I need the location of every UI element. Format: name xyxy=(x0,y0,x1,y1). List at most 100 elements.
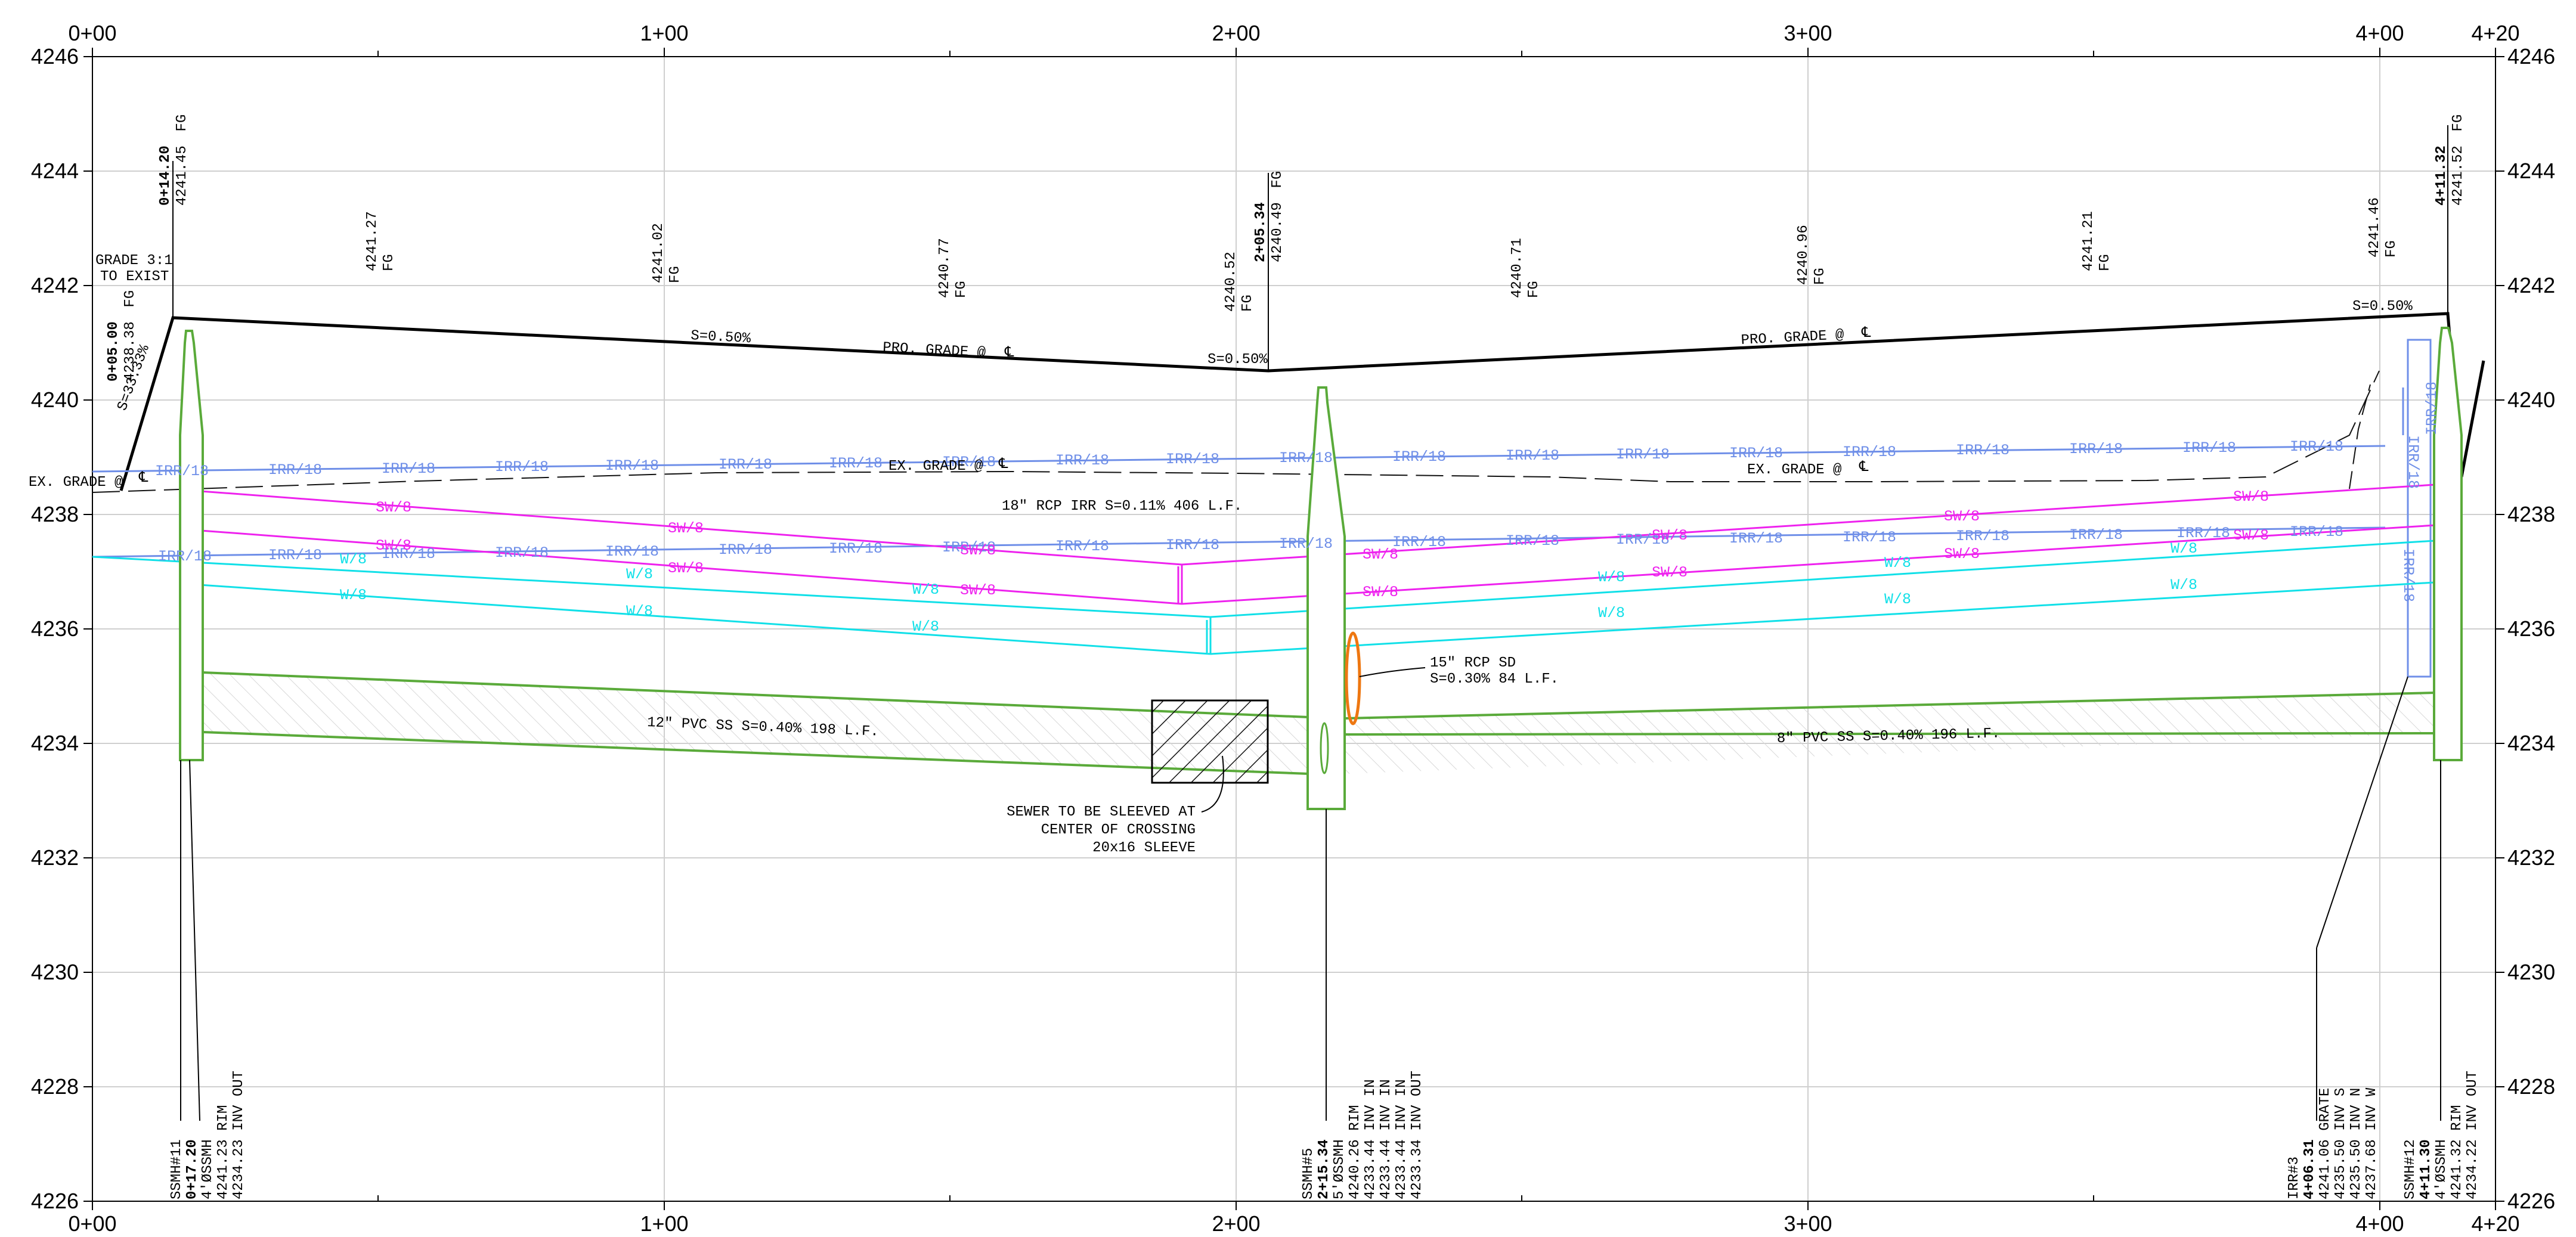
elevation-label: 4230 xyxy=(2507,960,2555,984)
irr-label: IRR/18 xyxy=(2399,548,2417,602)
irr-label: IRR/18 xyxy=(1392,534,1446,551)
w-lines xyxy=(92,539,2445,655)
irr-label: IRR/18 xyxy=(2069,526,2123,544)
irr-label: IRR/18 xyxy=(495,544,549,562)
elevation-label: 4242 xyxy=(2507,273,2555,297)
sw-label: SW/8 xyxy=(960,582,996,599)
elevation-label: 4234 xyxy=(2507,731,2555,755)
irr-label: IRR/18 xyxy=(2176,525,2230,542)
rcp-15-note: 15" RCP SD xyxy=(1430,655,1516,671)
elevation-label: 4246 xyxy=(31,44,79,69)
irr-label: IRR/18 xyxy=(2290,523,2343,541)
proposed-grade-line xyxy=(119,312,2485,491)
station-label: 3+00 xyxy=(1784,1211,1832,1236)
elevation-label: 4226 xyxy=(31,1189,79,1213)
irr-label: IRR/18 xyxy=(1055,538,1109,555)
sw-label: SW/8 xyxy=(2233,488,2269,506)
sleeve-note: 20x16 SLEEVE xyxy=(1092,840,1196,856)
sw-label: SW/8 xyxy=(668,520,704,537)
w-label: W/8 xyxy=(1598,604,1625,622)
grid xyxy=(92,56,2496,1202)
slope-note: S=0.50% xyxy=(2352,299,2413,315)
irr-label: IRR/18 xyxy=(158,548,212,565)
elevation-label: 4236 xyxy=(2507,616,2555,641)
ex-grade-note: EX. GRADE @ xyxy=(888,458,983,475)
slope-note: S=0.50% xyxy=(691,328,752,347)
irr-label: IRR/18 xyxy=(942,454,996,471)
irr-label: IRR/18 xyxy=(1729,445,1783,462)
irr-label: IRR/18 xyxy=(942,539,996,556)
sleeve-note: CENTER OF CROSSING xyxy=(1041,822,1196,838)
ssmh12-label: SSMH#12 4+11.30 4'ØSSMH 4241.32 RIM 4234… xyxy=(2402,1071,2481,1199)
sw-label: SW/8 xyxy=(376,499,411,516)
elevation-label: 4228 xyxy=(31,1074,79,1099)
elevation-label: 4232 xyxy=(31,845,79,870)
irr-label: IRR/18 xyxy=(2290,438,2343,455)
elevation-label: 4230 xyxy=(31,960,79,984)
grade-elev-label: 4241.02 FG xyxy=(651,218,683,283)
irr-label: IRR/18 xyxy=(155,463,209,480)
irr-label: IRR/18 xyxy=(1616,531,1670,548)
w-labels: W/8 W/8 W/8 W/8 W/8 W/8 W/8 W/8 W/8 W/8 … xyxy=(340,540,2197,635)
irr-label: IRR/18 xyxy=(1843,444,1896,461)
sewer-sleeve xyxy=(1151,699,1269,784)
elevation-label: 4228 xyxy=(2507,1074,2555,1099)
ss-pipe-12-hatch xyxy=(203,672,1309,774)
grade-elev-label: 4241.21 FG xyxy=(2080,206,2113,271)
irr-label: IRR/18 xyxy=(1956,528,2010,545)
irr-label: IRR/18 xyxy=(2404,435,2422,489)
irr-label: IRR/18 xyxy=(1956,442,2010,459)
station-2-05-label: 2+05.34 4240.49 FG xyxy=(1253,171,1286,262)
station-labels-bottom: 0+00 1+00 2+00 3+00 4+00 4+20 xyxy=(68,1211,2519,1236)
pro-grade-note: PRO. GRADE @ xyxy=(1741,327,1844,349)
sw-label: SW/8 xyxy=(668,560,704,577)
sd-pipe-15 xyxy=(1345,631,1361,726)
w-label: W/8 xyxy=(626,566,653,583)
sleeve-note: SEWER TO BE SLEEVED AT xyxy=(1007,804,1196,820)
elevation-label: 4238 xyxy=(31,502,79,526)
axis-ticks xyxy=(83,48,2504,1210)
irr-label: IRR/18 xyxy=(719,541,772,559)
ex-grade-note: EX. GRADE @ xyxy=(1747,462,1841,478)
irr-label: IRR/18 xyxy=(495,458,549,476)
w-label: W/8 xyxy=(340,587,367,604)
ssmh11-label: SSMH#11 0+17.20 4'ØSSMH 4241.23 RIM 4234… xyxy=(169,1071,247,1199)
elevation-label: 4246 xyxy=(2507,44,2555,69)
grade-elev-label: 4240.96 FG xyxy=(1795,219,1828,285)
irr-label: IRR/18 xyxy=(382,545,435,563)
irr3-label: IRR#3 4+06.31 4241.06 GRATE 4235.50 INV … xyxy=(2286,1082,2380,1199)
elevation-label: 4238 xyxy=(2507,502,2555,526)
station-label: 1+00 xyxy=(640,1211,688,1236)
irr-label: IRR/18 xyxy=(605,457,659,475)
irr-label: IRR/18 xyxy=(382,460,435,478)
sw-label: SW/8 xyxy=(1363,584,1398,601)
station-label: 4+20 xyxy=(2471,1211,2519,1236)
w-label: W/8 xyxy=(912,618,939,635)
irr-label: IRR/18 xyxy=(1279,449,1333,467)
elevation-label: 4242 xyxy=(31,273,79,297)
leader-lines xyxy=(172,125,2448,1121)
station-labels-top: 0+00 1+00 2+00 3+00 4+00 4+20 xyxy=(68,21,2519,45)
w-label: W/8 xyxy=(626,603,653,620)
irr-lines xyxy=(92,339,2432,678)
ss-pipe-end-ellipse xyxy=(1320,722,1329,774)
w-label: W/8 xyxy=(1598,569,1625,586)
grade-elev-label: 4240.52 FG xyxy=(1223,246,1256,312)
station-0-14-label: 0+14.20 4241.45 FG xyxy=(157,114,190,206)
elevation-labels-right: 4246 4244 4242 4240 4238 4236 4234 4232 … xyxy=(2507,44,2555,1213)
manhole-ssmh5 xyxy=(1306,386,1346,810)
centerline-symbol: ℄ xyxy=(1859,460,1869,476)
elevation-label: 4232 xyxy=(2507,845,2555,870)
w-label: W/8 xyxy=(340,551,367,568)
ssmh5-label: SSMH#5 2+15.34 5'ØSSMH 4240.26 RIM 4233.… xyxy=(1301,1071,1425,1199)
station-label: 0+00 xyxy=(68,1211,116,1236)
station-label: 4+00 xyxy=(2355,21,2404,45)
structure-labels: SSMH#11 0+17.20 4'ØSSMH 4241.23 RIM 4234… xyxy=(169,1071,2481,1199)
rcp-15-slope-note: S=0.30% 84 L.F. xyxy=(1430,671,1559,687)
irr-label: IRR/18 xyxy=(1506,447,1559,464)
irr-label: IRR/18 xyxy=(829,540,883,557)
elevation-label: 4236 xyxy=(31,616,79,641)
w-label: W/8 xyxy=(2171,540,2197,557)
station-0-05-label: 0+05.00 4238.38 FG xyxy=(106,290,138,382)
